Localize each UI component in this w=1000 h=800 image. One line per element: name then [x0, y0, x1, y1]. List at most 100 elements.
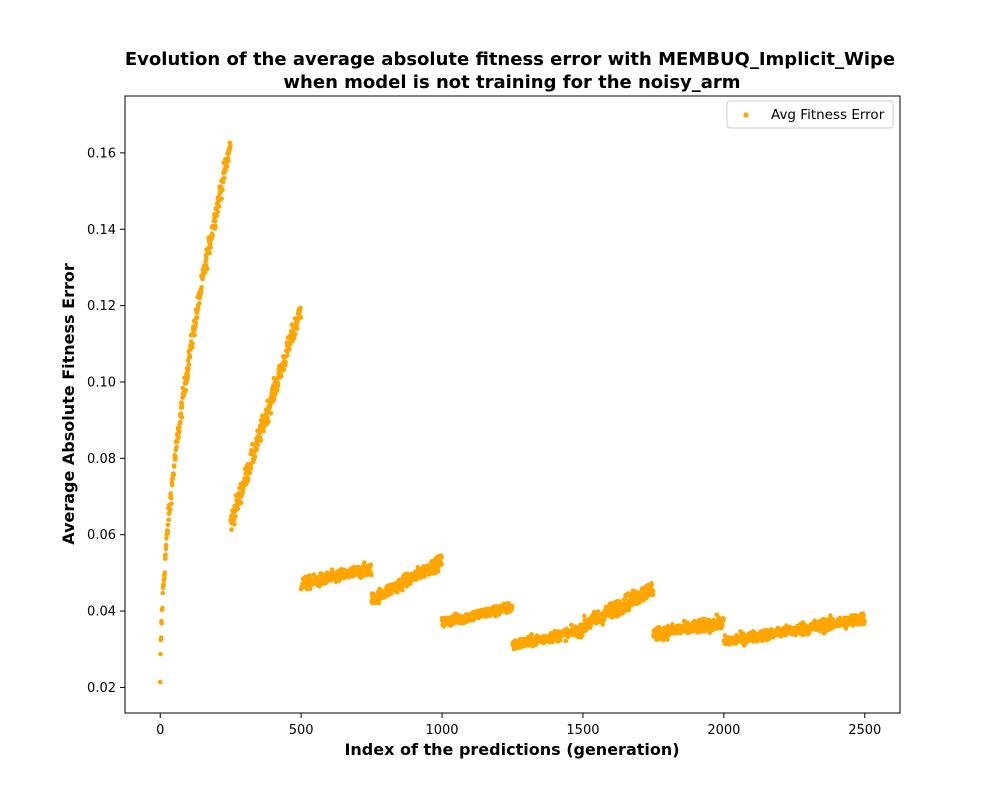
data-point: [175, 439, 180, 445]
data-point: [720, 623, 725, 628]
data-point: [168, 495, 174, 501]
data-point: [177, 419, 183, 425]
data-point: [275, 383, 281, 388]
data-point: [569, 622, 574, 628]
data-point: [187, 354, 193, 360]
data-point: [178, 411, 184, 417]
y-tick-label: 0.14: [87, 223, 116, 238]
data-point: [185, 373, 191, 379]
data-point: [223, 167, 228, 173]
data-point: [294, 326, 300, 331]
data-point: [177, 428, 182, 434]
x-axis-ticks: 0 500 1000 1500 2000 2500: [156, 713, 881, 738]
data-point: [159, 621, 164, 626]
data-point: [258, 437, 264, 443]
data-point: [394, 589, 400, 595]
data-point: [266, 419, 271, 424]
data-point: [287, 346, 292, 352]
x-tick-label: 500: [289, 723, 314, 738]
data-point: [207, 250, 212, 256]
data-point: [650, 592, 656, 598]
data-point: [208, 240, 213, 246]
y-axis-label: Average Absolute Fitness Error: [59, 263, 78, 545]
data-point: [173, 454, 178, 460]
data-point: [221, 175, 227, 181]
data-point: [828, 613, 833, 618]
plot-frame: [124, 95, 901, 714]
data-point: [557, 637, 563, 643]
y-tick-label: 0.04: [87, 605, 116, 620]
data-point: [254, 446, 259, 452]
plot-area: [125, 96, 900, 713]
y-tick-label: 0.10: [87, 375, 116, 390]
y-axis-ticks: 0.02 0.04 0.06 0.08 0.10 0.12 0.14 0.16: [87, 146, 125, 696]
data-point: [376, 600, 382, 606]
data-point: [183, 387, 189, 393]
data-point: [186, 366, 191, 372]
data-point: [163, 552, 168, 557]
data-point: [265, 415, 270, 421]
chart-title-line-2: when model is not training for the noisy…: [283, 72, 740, 93]
data-point: [669, 622, 675, 627]
data-point: [285, 352, 290, 358]
data-point: [224, 164, 230, 169]
x-axis-label: Index of the predictions (generation): [344, 740, 679, 759]
data-point: [163, 546, 169, 552]
data-point: [219, 196, 224, 202]
data-point: [247, 470, 253, 475]
data-point: [252, 454, 258, 459]
data-point: [565, 634, 571, 640]
data-point: [204, 256, 209, 262]
data-point: [190, 341, 195, 346]
data-point: [279, 373, 284, 379]
data-point: [650, 587, 656, 593]
data-point: [529, 632, 534, 637]
data-point: [291, 335, 297, 341]
data-point: [248, 466, 254, 471]
data-point: [361, 560, 367, 565]
data-point: [793, 632, 798, 638]
data-point: [165, 529, 171, 534]
data-point: [215, 209, 221, 215]
data-point: [580, 632, 585, 638]
data-point: [163, 542, 169, 548]
data-point: [270, 388, 275, 394]
data-point: [229, 527, 234, 532]
x-tick-label: 0: [156, 723, 164, 738]
data-point: [698, 629, 704, 634]
data-point: [272, 392, 278, 397]
data-point: [171, 472, 177, 477]
data-point: [166, 517, 171, 523]
data-point: [238, 500, 244, 506]
y-tick-label: 0.06: [87, 528, 116, 543]
data-point: [158, 635, 164, 640]
data-point: [162, 570, 168, 575]
data-point: [582, 613, 587, 619]
chart-title-line-1: Evolution of the average absolute fitnes…: [125, 49, 895, 70]
data-point: [165, 522, 171, 528]
data-point: [169, 501, 174, 506]
data-point: [283, 359, 288, 365]
legend: Avg Fitness Error: [726, 100, 894, 129]
x-tick-label: 2500: [848, 723, 881, 738]
data-point: [861, 613, 866, 619]
data-point: [210, 232, 215, 238]
data-point: [665, 637, 670, 642]
data-point: [193, 323, 198, 329]
data-point: [197, 301, 202, 306]
data-point: [601, 617, 607, 623]
data-point: [176, 435, 181, 441]
data-point: [214, 213, 219, 218]
data-point: [186, 362, 192, 367]
data-point: [226, 158, 231, 163]
legend-label: Avg Fitness Error: [771, 107, 885, 123]
data-point: [435, 569, 441, 574]
x-tick-label: 1500: [566, 723, 599, 738]
data-point: [255, 442, 261, 448]
data-point: [167, 507, 173, 512]
data-point: [164, 536, 169, 541]
data-point: [213, 223, 218, 229]
data-point: [843, 626, 849, 631]
data-point: [198, 290, 204, 295]
